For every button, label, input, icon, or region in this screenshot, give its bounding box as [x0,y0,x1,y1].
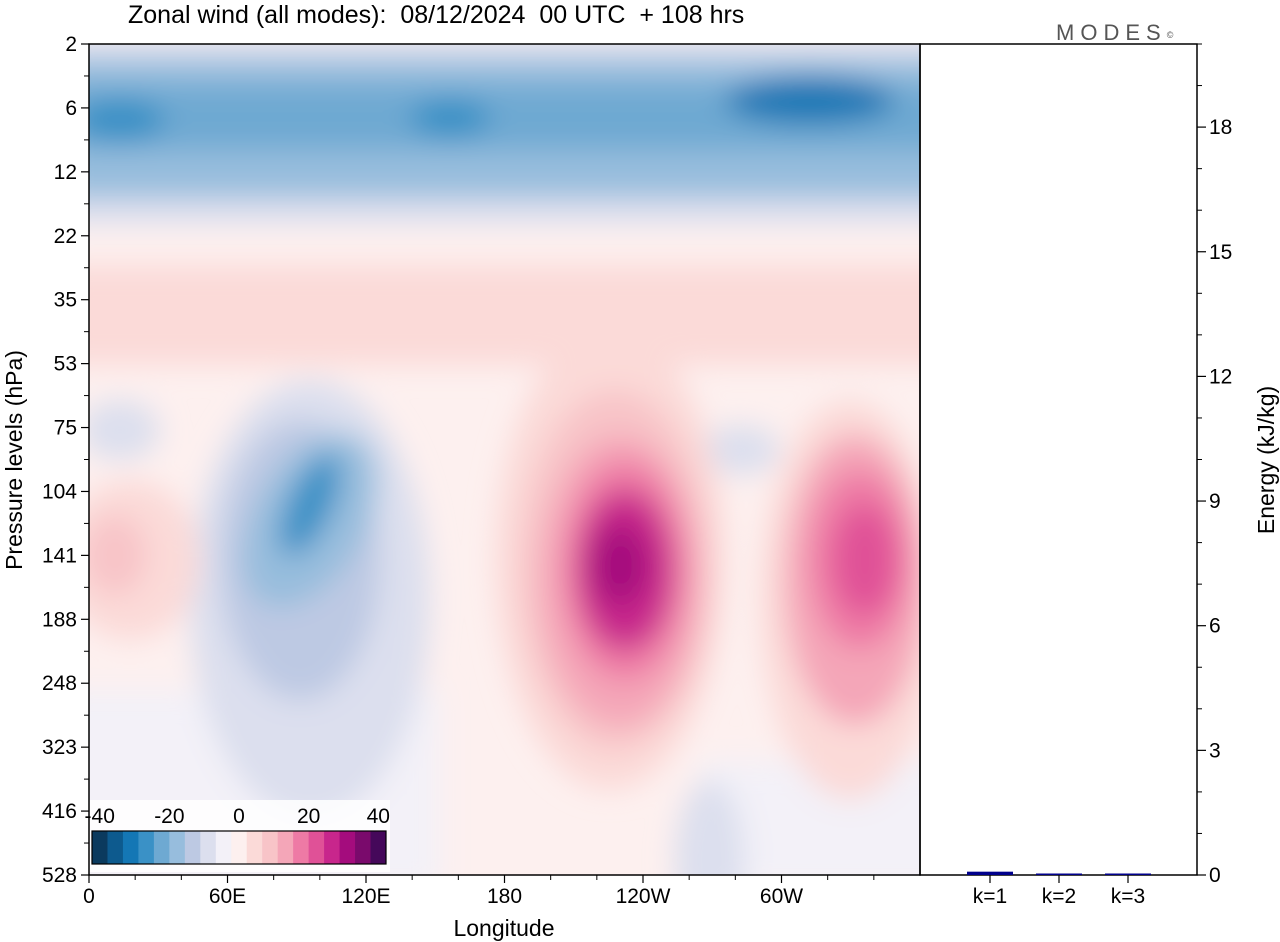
colorbar-label: 40 [367,805,390,828]
colorbar-cell [370,831,387,864]
colorbar-cell [215,831,232,864]
y-tick-label: 75 [54,417,77,440]
copyright-mark: © [1166,30,1174,40]
wind-heatmap: -40 -20 0 20 40 [85,44,920,875]
x-tick-label: 180 [487,885,522,908]
y-tick-label: 248 [42,672,77,695]
axis-ticks: 0 60E 120E 180 120W 60W2612223553751041411882… [42,33,1232,908]
x-tick-label: 120W [616,885,671,908]
colorbar-cells [92,831,387,864]
y-tick-label: 6 [65,97,77,120]
x-tick-label: 60E [209,885,246,908]
y-tick-label: 35 [54,289,77,312]
colorbar-label: -20 [154,805,184,828]
colorbar-cell [169,831,186,864]
colorbar-label: -40 [85,805,115,828]
easterly-core-mid [410,98,490,138]
top-band [89,44,920,56]
x-axis-title: Longitude [453,915,554,941]
colorbar-cell [92,831,108,864]
westerly-jet2-core [833,505,897,615]
colorbar-cell [355,831,372,864]
energy-tick-label: 18 [1209,116,1232,139]
colorbar-cell [138,831,155,864]
colorbar-label: 20 [297,805,320,828]
easterly-jet-core [279,454,341,556]
colorbar-cell [200,831,217,864]
bar-category-label: k=3 [1111,885,1145,908]
colorbar-cell [107,831,124,864]
logo-text: MODES [1056,20,1167,45]
colorbar: -40 -20 0 20 40 [85,800,390,872]
energy-bar-panel [919,43,1198,876]
colorbar-cell [262,831,279,864]
y-tick-label: 104 [42,480,77,503]
energy-bar [1036,873,1082,875]
westerly-jet-peak [592,525,648,605]
y-tick-label: 528 [42,864,77,887]
colorbar-cell [308,831,325,864]
easterly-core-east [725,76,895,124]
x-tick-label: 0 [83,885,95,908]
energy-tick-label: 15 [1209,241,1232,264]
colorbar-cell [231,831,248,864]
energy-tick-label: 9 [1209,490,1221,513]
chart-title: Zonal wind (all modes): 08/12/2024 00 UT… [128,1,745,29]
easterly-core-west [89,98,165,142]
westerly-jet3-inner [89,515,147,595]
colorbar-labels: -40 -20 0 20 40 [85,805,390,828]
y-axis-title: Pressure levels (hPa) [1,350,27,570]
bar-category-label: k=1 [973,885,1007,908]
energy-tick-label: 12 [1209,365,1232,388]
energy-tick-label: 3 [1209,739,1221,762]
colorbar-cell [293,831,310,864]
y-tick-label: 141 [42,544,77,567]
x-tick-label: 60W [760,885,803,908]
colorbar-cell [153,831,170,864]
colorbar-cell [324,831,341,864]
colorbar-cell [122,831,139,864]
colorbar-cell [184,831,201,864]
y-tick-label: 2 [65,33,77,56]
energy-bar [1105,873,1151,875]
energy-bar [967,871,1013,875]
bar-panel-frame [919,43,1198,876]
x-tick-label: 120E [341,885,390,908]
modes-logo: MODES© [1056,20,1173,46]
y-tick-label: 22 [54,225,77,248]
light-easterly-120w [700,425,780,475]
colorbar-label: 0 [233,805,245,828]
colorbar-cell [246,831,263,864]
y-tick-label: 323 [42,736,77,759]
light-easterly-west [89,400,160,460]
y-tick-label: 12 [54,161,77,184]
bar-category-label: k=2 [1042,885,1076,908]
colorbar-cell [339,831,356,864]
energy-tick-label: 0 [1209,864,1221,887]
y-tick-label: 416 [42,800,77,823]
y-tick-label: 53 [54,353,77,376]
westerly-layer [89,265,920,365]
y-tick-label: 188 [42,608,77,631]
colorbar-cell [277,831,294,864]
energy-axis-title: Energy (kJ/kg) [1253,386,1279,534]
colorbar-border [91,830,387,865]
energy-tick-label: 6 [1209,615,1221,638]
surface-easterly [675,780,745,875]
energy-bars [967,871,1151,875]
